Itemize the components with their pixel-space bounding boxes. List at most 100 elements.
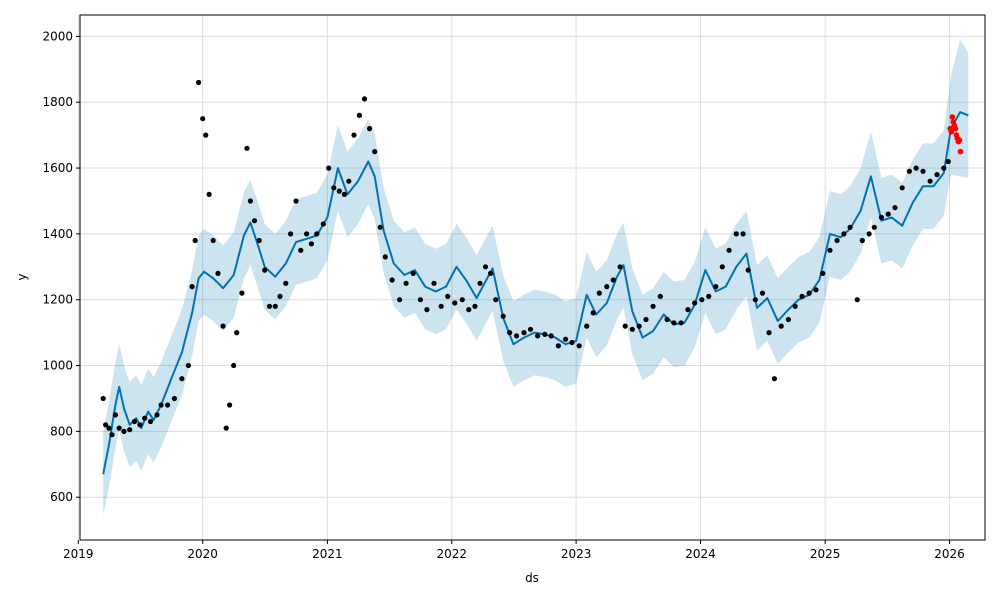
observed-point: [500, 313, 506, 319]
recent-point: [949, 114, 956, 120]
observed-point: [131, 418, 138, 425]
observed-point: [298, 247, 304, 253]
observed-point: [726, 247, 732, 253]
y-axis-ticks: 600 800 1000 1200 1400 1600 1800 2000: [42, 29, 80, 504]
observed-point: [513, 333, 520, 339]
observed-point: [106, 425, 112, 431]
observed-point: [424, 307, 430, 313]
observed-point: [771, 376, 778, 382]
observed-point: [189, 284, 195, 290]
observed-point: [203, 132, 209, 138]
observed-point: [377, 224, 383, 230]
observed-point: [527, 326, 534, 332]
observed-point: [100, 395, 106, 402]
observed-point: [740, 231, 746, 237]
observed-point: [121, 428, 127, 434]
observed-point: [227, 402, 233, 408]
observed-point: [759, 290, 766, 296]
observed-point: [699, 297, 705, 303]
observed-point: [367, 126, 373, 132]
observed-point: [410, 270, 416, 276]
observed-point: [629, 326, 635, 332]
y-tick-label: 1400: [42, 227, 73, 241]
observed-point: [778, 323, 784, 329]
observed-point: [745, 267, 751, 273]
observed-point: [244, 145, 250, 151]
observed-point: [320, 221, 326, 227]
observed-point: [941, 165, 947, 171]
grid-lines: [77, 15, 985, 540]
observed-point: [179, 376, 185, 382]
observed-point: [664, 316, 670, 323]
observed-point: [220, 323, 226, 329]
observed-point: [165, 402, 171, 408]
observed-point: [466, 307, 472, 313]
observed-point: [563, 336, 569, 342]
y-tick-label: 1000: [42, 359, 73, 373]
observed-point: [617, 264, 623, 270]
observed-point: [351, 132, 357, 138]
observed-point: [472, 303, 478, 309]
observed-point: [713, 284, 719, 290]
observed-point: [154, 412, 160, 418]
observed-point: [671, 320, 677, 326]
observed-point: [431, 280, 437, 286]
observed-point: [103, 422, 109, 428]
x-tick-label: 2020: [187, 547, 218, 561]
observed-point: [215, 270, 221, 276]
observed-point: [535, 333, 541, 339]
observed-point: [397, 297, 403, 303]
observed-point: [185, 362, 191, 369]
observed-point: [336, 188, 342, 194]
observed-point: [590, 310, 596, 316]
observed-point: [403, 280, 409, 286]
observed-point: [171, 395, 177, 402]
observed-point: [493, 297, 499, 303]
y-tick-label: 1800: [42, 95, 73, 109]
recent-point: [956, 137, 963, 143]
observed-point: [892, 205, 898, 211]
observed-point: [584, 323, 590, 329]
observed-point: [766, 330, 772, 336]
observed-point: [507, 330, 513, 336]
observed-point: [262, 267, 268, 273]
observed-point: [871, 224, 877, 230]
observed-point: [706, 293, 712, 299]
observed-point: [341, 191, 347, 197]
observed-point: [733, 231, 739, 237]
observed-point: [650, 303, 656, 309]
observed-point: [899, 185, 905, 191]
recent-point: [948, 129, 955, 135]
observed-point: [196, 79, 202, 86]
x-tick-label: 2026: [934, 547, 965, 561]
observed-point: [622, 323, 628, 329]
observed-point: [356, 112, 362, 118]
observed-point: [206, 191, 212, 197]
observed-point: [576, 343, 582, 349]
y-tick-label: 1600: [42, 161, 73, 175]
observed-point: [247, 198, 253, 204]
x-tick-label: 2023: [561, 547, 592, 561]
recent-point: [952, 125, 959, 132]
x-tick-label: 2022: [436, 547, 467, 561]
x-axis-label: ds: [525, 571, 539, 585]
observed-point: [283, 280, 289, 286]
observed-point: [820, 270, 826, 276]
y-tick-label: 600: [50, 490, 73, 504]
observed-point: [685, 307, 691, 313]
observed-point: [847, 224, 853, 230]
observed-point: [719, 264, 725, 270]
observed-point: [657, 293, 663, 299]
observed-point: [482, 264, 489, 270]
observed-point: [859, 237, 865, 244]
observed-point: [277, 293, 283, 299]
observed-point: [813, 287, 819, 293]
observed-point: [785, 316, 792, 323]
observed-point: [112, 412, 118, 418]
observed-point: [477, 280, 483, 286]
observed-point: [293, 198, 299, 204]
observed-point: [643, 316, 649, 323]
observed-point: [452, 300, 458, 306]
x-tick-label: 2024: [685, 547, 716, 561]
